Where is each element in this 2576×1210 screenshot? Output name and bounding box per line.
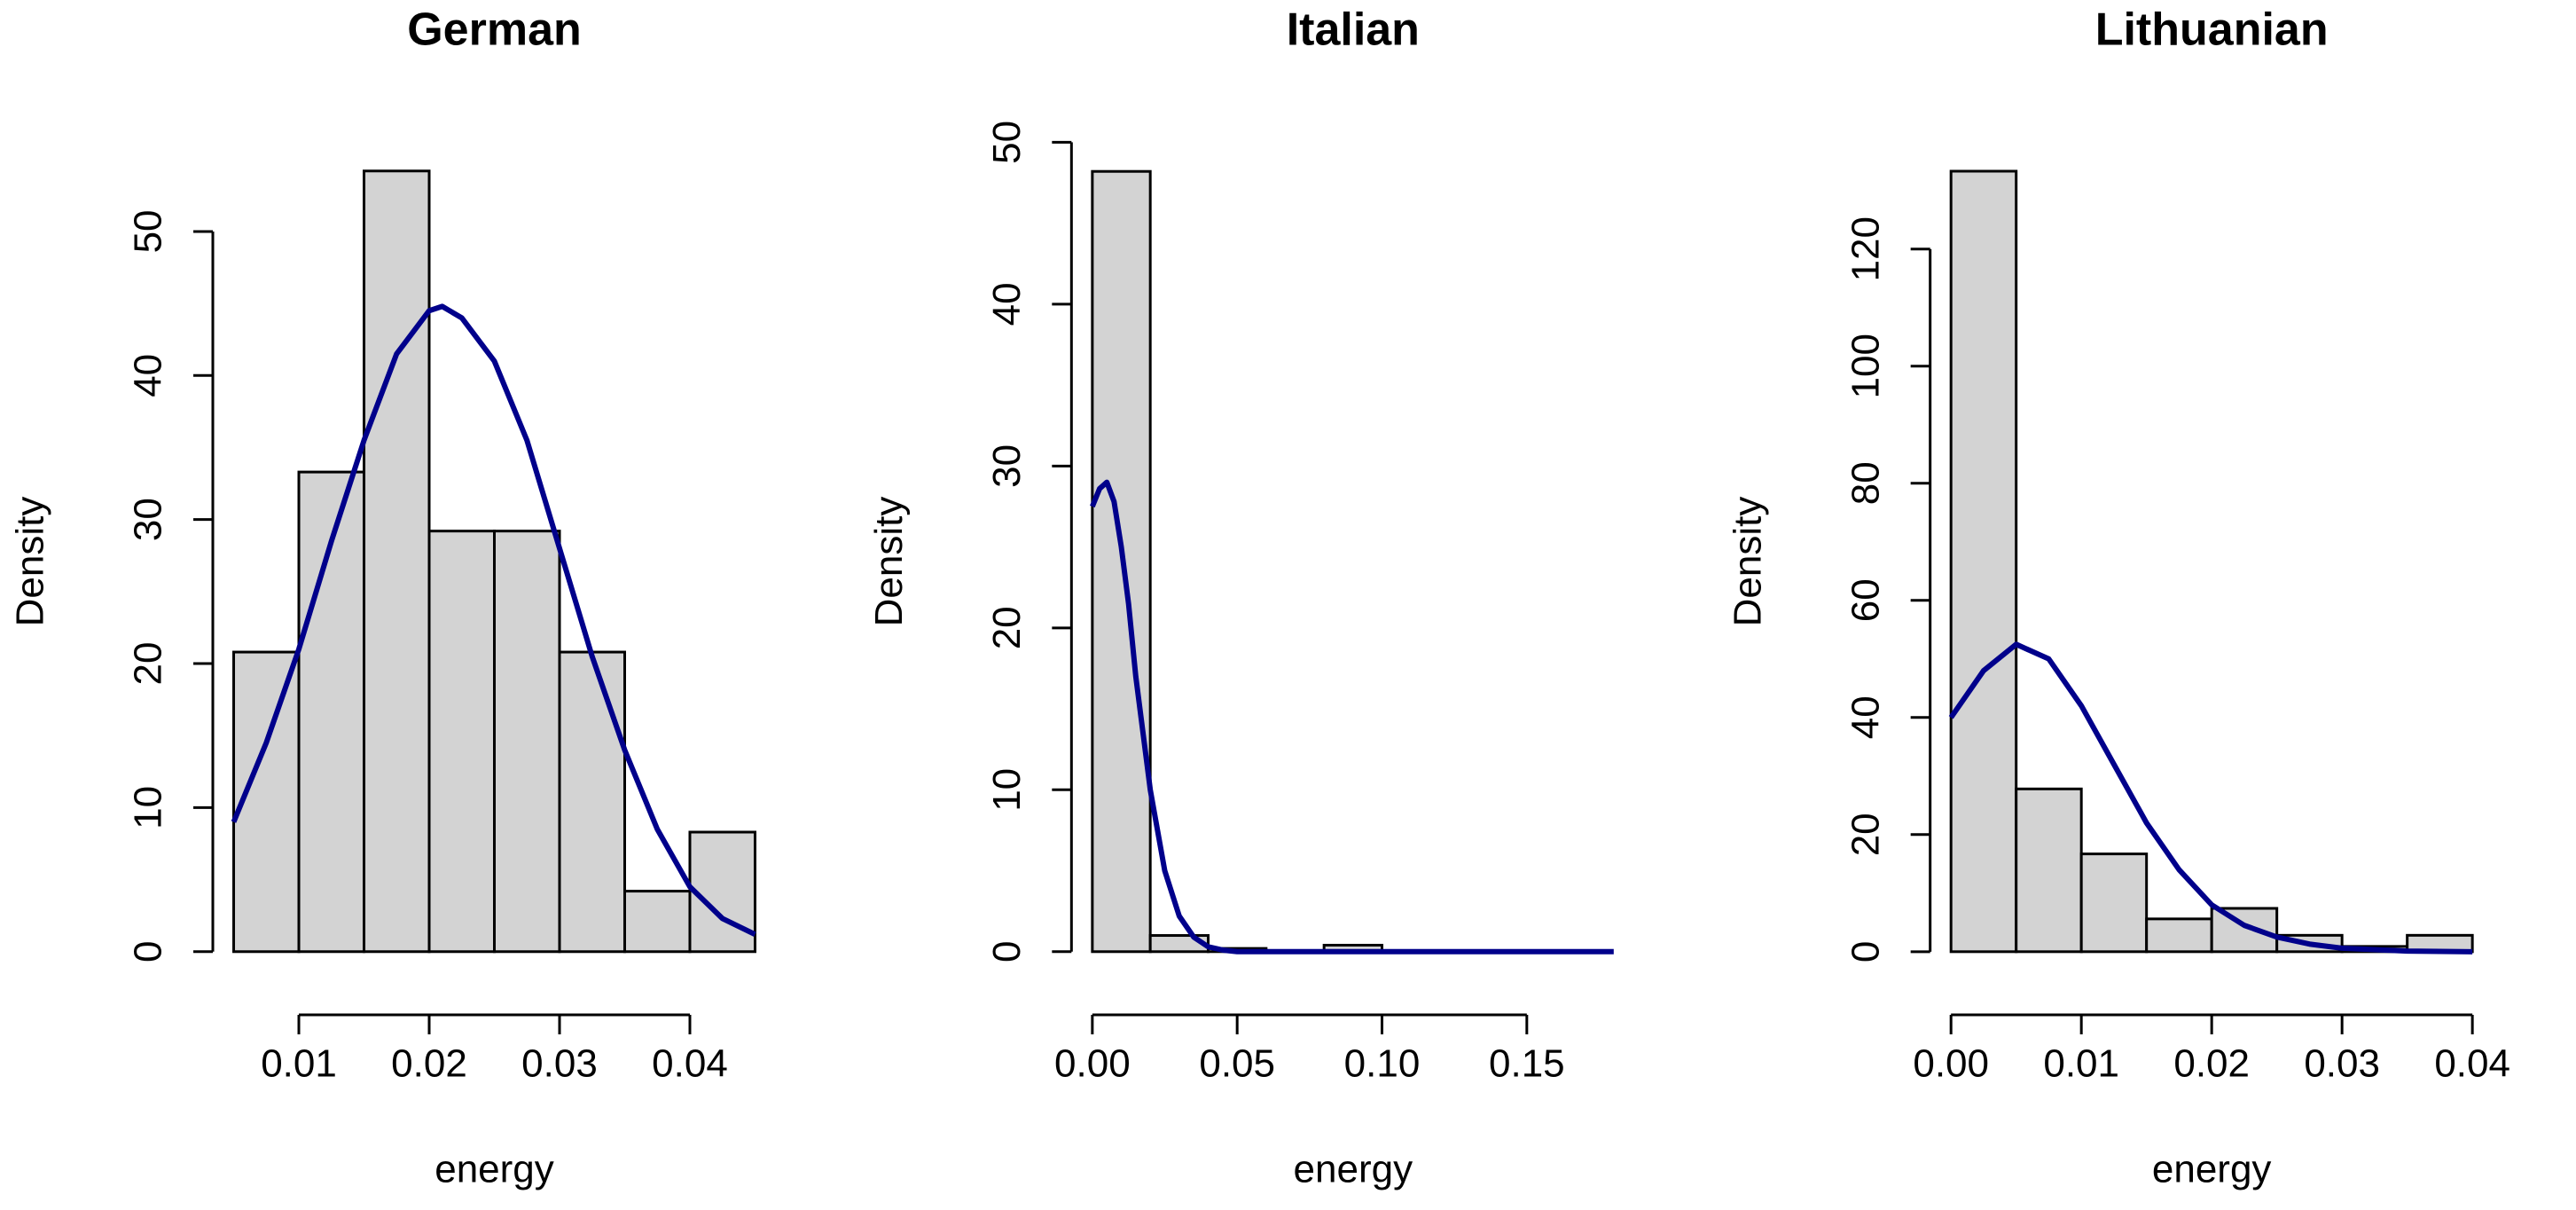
x-axis-label: energy — [2152, 1148, 2272, 1191]
panel: Lithuanian energy Density 0 20 40 60 80 100 120 0.… — [1726, 4, 2510, 1191]
y-tick-label: 10 — [985, 768, 1029, 812]
density-curve — [1948, 641, 2473, 955]
y-tick-label: 30 — [985, 444, 1029, 488]
panel: Italian energy Density 0 10 20 30 40 50 0.00 0.05 0… — [867, 4, 1614, 1191]
x-tick-label: 0.04 — [2434, 1042, 2510, 1086]
histogram-bar — [2145, 917, 2213, 954]
y-tick-label: 20 — [1844, 813, 1887, 856]
x-axis-label: energy — [435, 1148, 554, 1191]
x-tick-label: 0.03 — [2304, 1042, 2380, 1086]
y-tick-label: 0 — [1844, 941, 1887, 962]
histogram-bar — [297, 470, 366, 954]
x-tick-label: 0.02 — [391, 1042, 467, 1086]
chart-title: Lithuanian — [2095, 4, 2329, 56]
y-axis-label: Density — [9, 497, 52, 627]
density-curve — [231, 303, 756, 937]
x-tick-label: 0.00 — [1913, 1042, 1989, 1086]
histogram-bar — [2015, 787, 2083, 954]
chart-title: German — [407, 4, 582, 56]
x-tick-label: 0.01 — [2043, 1042, 2119, 1086]
y-tick-label: 0 — [985, 941, 1029, 962]
x-axis-label: energy — [1294, 1148, 1413, 1191]
histogram-bar — [558, 650, 626, 954]
x-tick-label: 0.05 — [1199, 1042, 1275, 1086]
y-tick-label: 60 — [1844, 578, 1887, 622]
x-tick-label: 0.03 — [521, 1042, 598, 1086]
y-tick-label: 30 — [127, 498, 170, 541]
y-tick-label: 120 — [1844, 216, 1887, 281]
y-tick-label: 40 — [1844, 695, 1887, 739]
y-tick-label: 40 — [985, 282, 1029, 326]
x-tick-label: 0.01 — [261, 1042, 337, 1086]
y-tick-label: 10 — [127, 786, 170, 829]
y-tick-label: 50 — [127, 209, 170, 253]
histogram-bar — [363, 169, 431, 954]
x-tick-label: 0.00 — [1054, 1042, 1131, 1086]
histogram-bar — [427, 530, 497, 954]
y-tick-label: 20 — [127, 642, 170, 686]
histogram-bar — [493, 530, 561, 954]
y-tick-label: 80 — [1844, 461, 1887, 505]
histogram-bar — [2210, 907, 2279, 954]
histogram-bar — [688, 830, 756, 954]
histogram-bar — [2079, 852, 2149, 954]
x-tick-label: 0.04 — [652, 1042, 728, 1086]
y-tick-label: 100 — [1844, 334, 1887, 398]
x-tick-label: 0.10 — [1344, 1042, 1421, 1086]
density-curve — [1090, 479, 1614, 955]
y-axis-label: Density — [1726, 497, 1769, 627]
chart-title: Italian — [1287, 4, 1420, 56]
y-tick-label: 50 — [985, 121, 1029, 164]
panel: German energy Density 0 10 20 30 40 50 0.01 0.02 0.… — [9, 4, 756, 1191]
y-tick-label: 0 — [127, 941, 170, 962]
y-tick-label: 20 — [985, 606, 1029, 649]
x-tick-label: 0.02 — [2173, 1042, 2250, 1086]
y-tick-label: 40 — [127, 354, 170, 397]
x-tick-label: 0.15 — [1489, 1042, 1565, 1086]
y-axis-label: Density — [867, 497, 911, 627]
histogram-bar — [622, 890, 692, 954]
histogram-bar — [1949, 169, 2018, 954]
